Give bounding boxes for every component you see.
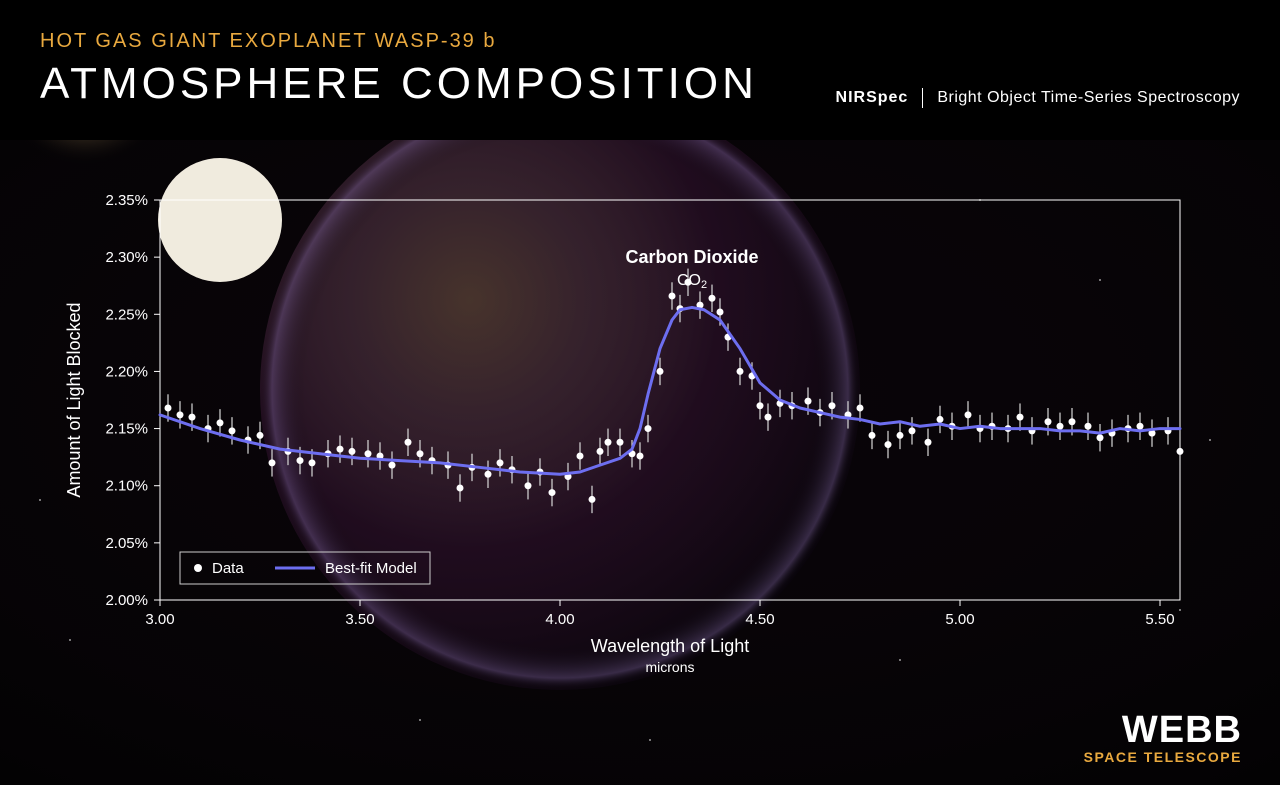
data-point <box>405 439 412 446</box>
y-tick-label: 2.30% <box>105 249 148 266</box>
annotation-sub: CO2 <box>677 272 707 291</box>
logo-sub: SPACE TELESCOPE <box>1084 749 1242 765</box>
webb-logo: WEBB SPACE TELESCOPE <box>1084 713 1242 765</box>
x-tick-label: 4.00 <box>545 611 574 628</box>
data-point <box>389 462 396 469</box>
data-point <box>1085 423 1092 430</box>
header-subtitle: HOT GAS GIANT EXOPLANET WASP-39 b <box>40 30 1240 53</box>
data-point <box>365 450 372 457</box>
instrument-separator <box>922 88 923 108</box>
figure-root: HOT GAS GIANT EXOPLANET WASP-39 b ATMOSP… <box>0 0 1280 785</box>
x-axis-sublabel: microns <box>645 659 694 675</box>
data-point <box>217 419 224 426</box>
data-point <box>337 446 344 453</box>
data-point <box>349 448 356 455</box>
data-point <box>1097 434 1104 441</box>
data-point <box>1069 418 1076 425</box>
data-point <box>937 416 944 423</box>
y-tick-label: 2.00% <box>105 592 148 609</box>
y-tick-label: 2.35% <box>105 192 148 209</box>
data-point <box>1177 448 1184 455</box>
y-tick-label: 2.05% <box>105 535 148 552</box>
data-point <box>1137 423 1144 430</box>
data-point <box>885 441 892 448</box>
data-point <box>829 402 836 409</box>
data-point <box>269 459 276 466</box>
data-point <box>485 471 492 478</box>
spectrum-chart: 2.00% 2.05% 2.10% 2.15% 2.20% 2.25% 2.30% 2.35%… <box>0 140 1280 700</box>
x-tick-label: 5.00 <box>945 611 974 628</box>
model-line <box>160 307 1180 474</box>
header: HOT GAS GIANT EXOPLANET WASP-39 b ATMOSP… <box>0 0 1280 140</box>
x-tick-label: 5.50 <box>1145 611 1174 628</box>
data-point <box>605 439 612 446</box>
data-point <box>669 293 676 300</box>
data-point <box>1017 414 1024 421</box>
data-point <box>229 427 236 434</box>
data-point <box>765 414 772 421</box>
data-point <box>577 453 584 460</box>
data-point <box>189 414 196 421</box>
data-point <box>925 439 932 446</box>
logo-main: WEBB <box>1084 713 1242 747</box>
x-axis-label: Wavelength of Light <box>591 636 749 656</box>
instrument-block: NIRSpec Bright Object Time-Series Spectr… <box>836 88 1240 108</box>
data-point <box>909 427 916 434</box>
data-point <box>709 295 716 302</box>
x-tick-label: 4.50 <box>745 611 774 628</box>
data-point <box>525 482 532 489</box>
legend-line-label: Best-fit Model <box>325 560 417 577</box>
data-point <box>165 405 172 412</box>
x-tick-label: 3.50 <box>345 611 374 628</box>
data-point <box>457 485 464 492</box>
y-tick-label: 2.25% <box>105 306 148 323</box>
data-point <box>757 402 764 409</box>
data-point <box>549 489 556 496</box>
data-point <box>589 496 596 503</box>
legend-point-icon <box>194 564 202 572</box>
instrument-mode: Bright Object Time-Series Spectroscopy <box>937 89 1240 107</box>
data-point <box>857 405 864 412</box>
data-point <box>657 368 664 375</box>
data-point <box>897 432 904 439</box>
data-point <box>717 309 724 316</box>
data-point <box>309 459 316 466</box>
data-point <box>177 411 184 418</box>
data-point <box>597 448 604 455</box>
data-point <box>645 425 652 432</box>
data-point <box>1045 418 1052 425</box>
y-tick-label: 2.10% <box>105 478 148 495</box>
data-point <box>497 459 504 466</box>
data-point <box>965 411 972 418</box>
data-point <box>1057 423 1064 430</box>
data-point <box>417 450 424 457</box>
data-point <box>617 439 624 446</box>
y-axis-label: Amount of Light Blocked <box>64 302 84 497</box>
instrument-name: NIRSpec <box>836 89 909 107</box>
data-point <box>637 453 644 460</box>
data-point <box>737 368 744 375</box>
data-point <box>297 457 304 464</box>
x-tick-label: 3.00 <box>145 611 174 628</box>
data-point <box>869 432 876 439</box>
legend-point-label: Data <box>212 560 244 577</box>
y-tick-label: 2.15% <box>105 421 148 438</box>
y-tick-label: 2.20% <box>105 363 148 380</box>
data-point <box>805 398 812 405</box>
annotation-main: Carbon Dioxide <box>625 247 758 267</box>
data-point <box>257 432 264 439</box>
